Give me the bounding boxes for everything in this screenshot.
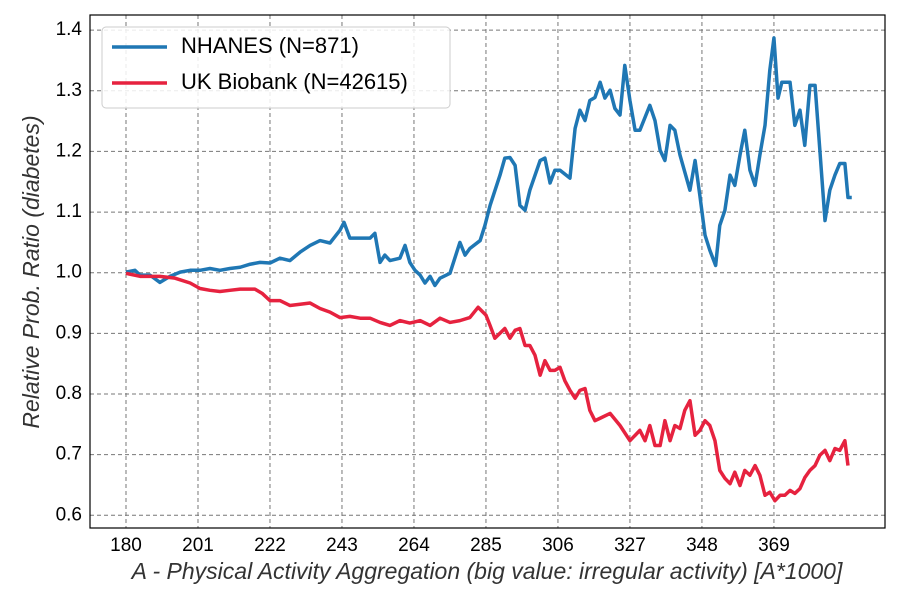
x-tick-label: 222 [254,535,286,556]
y-tick-label: 0.8 [56,383,82,404]
y-tick-label: 1.3 [56,80,82,101]
legend-label: UK Biobank (N=42615) [181,69,408,94]
legend: NHANES (N=871) UK Biobank (N=42615) [101,26,451,109]
plot-frame [89,14,886,529]
y-tick-label: 0.6 [56,504,82,525]
x-tick-label: 327 [614,535,646,556]
y-tick-label: 0.7 [56,444,82,465]
x-axis-label: A - Physical Activity Aggregation (big v… [130,558,843,584]
y-tick-label: 1.4 [56,19,83,40]
series-line [125,36,852,288]
x-tick-label: 369 [758,535,790,556]
y-tick-label: 0.9 [56,322,82,343]
x-tick-label: 243 [326,535,358,556]
x-tick-label: 285 [470,535,502,556]
x-tick-label: 180 [110,535,142,556]
series-line [125,271,850,503]
y-axis-label: Relative Prob. Ratio (diabetes) [18,115,44,428]
x-tick-label: 201 [182,535,214,556]
legend-label: NHANES (N=871) [181,33,359,58]
legend-box [101,26,451,109]
lines [125,36,852,503]
y-tick-label: 1.1 [56,201,82,222]
y-tick-label: 1.2 [56,140,82,161]
x-tick-label: 306 [542,535,574,556]
x-tick-label: 348 [686,535,718,556]
x-tick-label: 264 [398,535,430,556]
y-tick-label: 1.0 [56,262,82,283]
